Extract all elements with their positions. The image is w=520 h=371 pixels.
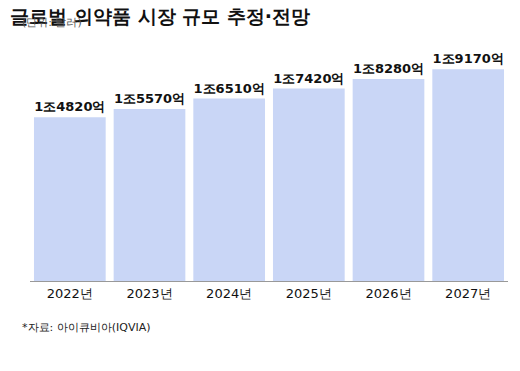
svg-text:1조8280억: 1조8280억 xyxy=(353,61,424,76)
svg-text:2022년: 2022년 xyxy=(47,286,93,301)
svg-text:1조4820억: 1조4820억 xyxy=(34,99,105,114)
svg-text:1조6510억: 1조6510억 xyxy=(194,81,265,96)
svg-text:2025년: 2025년 xyxy=(286,286,332,301)
svg-text:1조7420억: 1조7420억 xyxy=(273,71,344,86)
svg-text:2023년: 2023년 xyxy=(126,286,172,301)
svg-text:1조5570억: 1조5570억 xyxy=(114,91,185,106)
svg-text:*자료: 아이큐비아(IQVIA): *자료: 아이큐비아(IQVIA) xyxy=(22,321,150,334)
svg-text:2027년: 2027년 xyxy=(445,286,491,301)
svg-text:2026년: 2026년 xyxy=(365,286,411,301)
svg-text:글로벌 의약품 시장 규모 추정·전망: 글로벌 의약품 시장 규모 추정·전망 xyxy=(10,5,310,27)
svg-text:1조9170억: 1조9170억 xyxy=(433,51,504,66)
svg-text:(단위: 달러): (단위: 달러) xyxy=(22,16,82,29)
svg-text:2024년: 2024년 xyxy=(206,286,252,301)
